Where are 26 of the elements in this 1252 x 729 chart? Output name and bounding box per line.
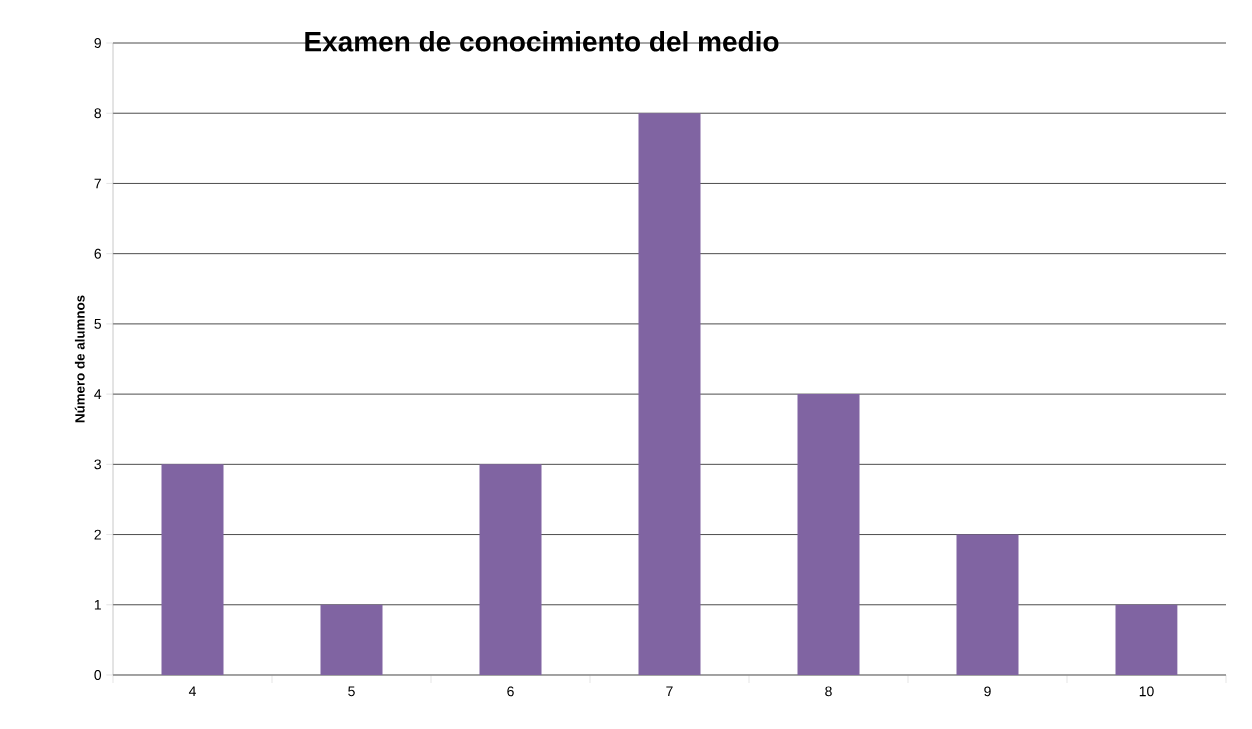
y-tick-label: 0 bbox=[94, 670, 102, 680]
y-tick-label: 5 bbox=[94, 319, 102, 329]
chart-title: Examen de conocimiento del medio bbox=[305, 31, 779, 52]
x-tick-label: 5 bbox=[348, 686, 355, 697]
bar bbox=[956, 534, 1019, 675]
y-tick-label: 3 bbox=[94, 459, 102, 470]
x-tick-label: 8 bbox=[825, 686, 832, 697]
x-tick-label: 7 bbox=[666, 686, 673, 697]
x-tick-label: 9 bbox=[984, 686, 991, 697]
y-tick-label: 2 bbox=[94, 529, 101, 540]
bar bbox=[161, 464, 224, 675]
y-tick-label: 9 bbox=[94, 38, 101, 48]
y-tick-label: 4 bbox=[94, 389, 102, 399]
bar bbox=[479, 464, 542, 675]
bar bbox=[638, 113, 701, 675]
bar bbox=[1115, 604, 1178, 675]
y-tick-label: 8 bbox=[94, 108, 102, 119]
bar bbox=[320, 604, 383, 675]
x-tick-label: 10 bbox=[1139, 686, 1154, 697]
y-tick-label: 7 bbox=[94, 178, 101, 189]
y-tick-label: 1 bbox=[94, 599, 101, 610]
x-tick-label: 6 bbox=[507, 686, 514, 697]
bar bbox=[797, 394, 860, 675]
y-tick-label: 6 bbox=[94, 248, 102, 259]
y-axis-title: Número de alumnos bbox=[74, 295, 85, 423]
x-tick-label: 4 bbox=[188, 686, 196, 697]
